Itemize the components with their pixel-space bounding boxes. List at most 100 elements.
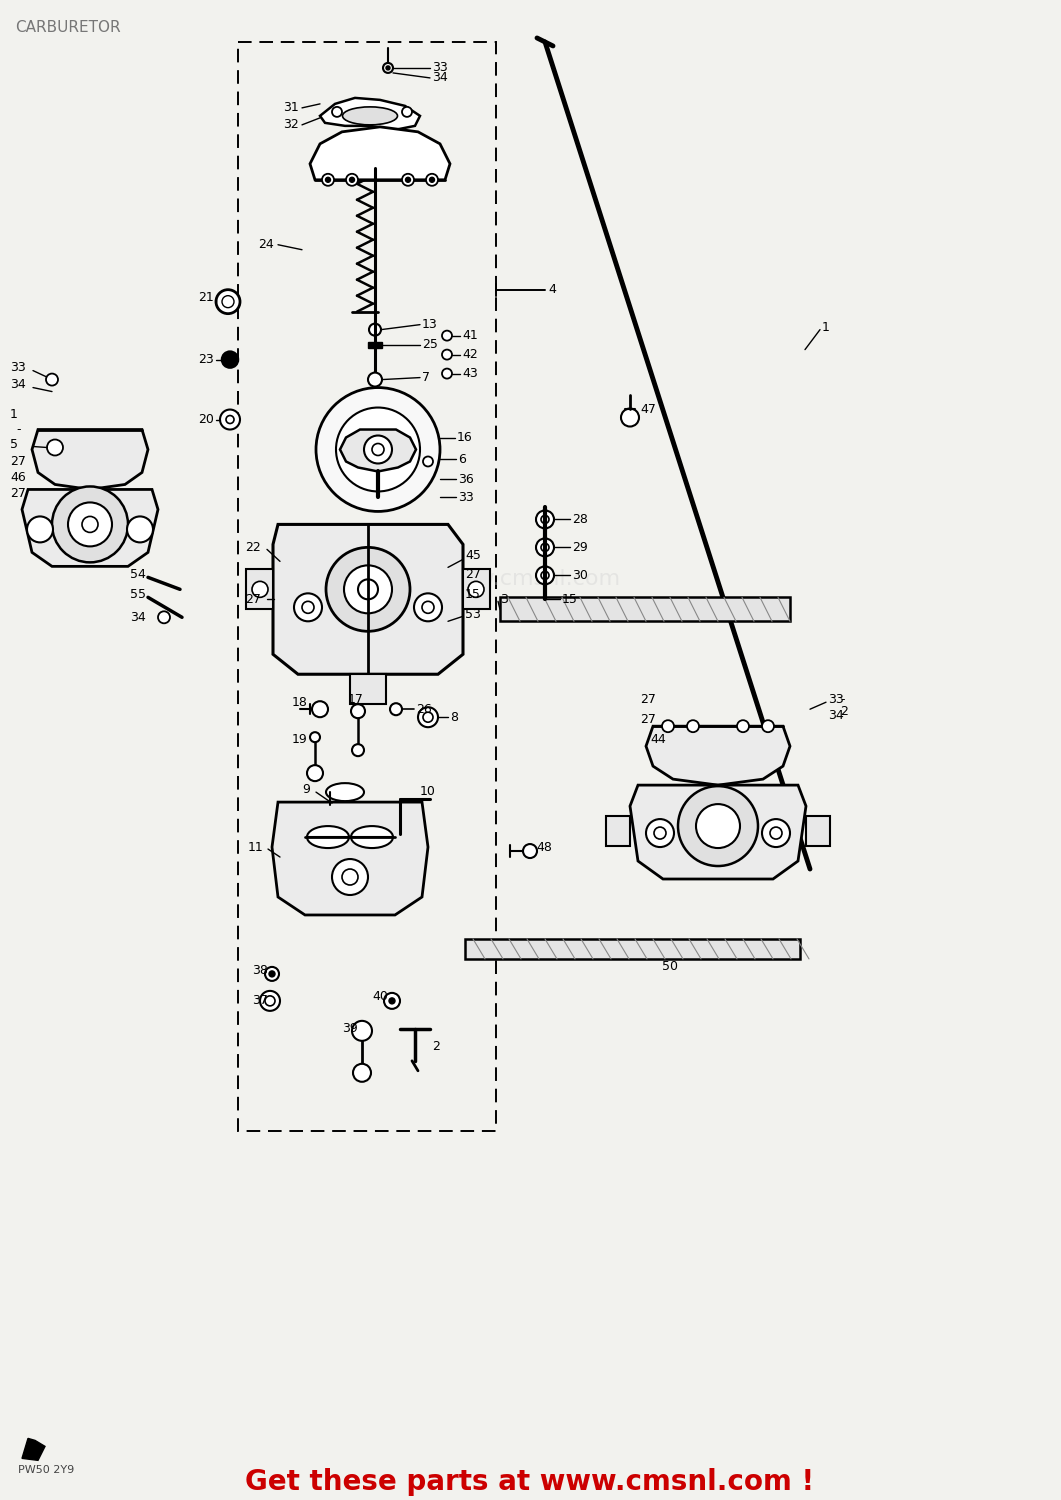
Ellipse shape	[307, 827, 349, 848]
Circle shape	[265, 968, 279, 981]
Text: 16: 16	[457, 430, 473, 444]
Text: 30: 30	[572, 568, 588, 582]
Ellipse shape	[351, 827, 393, 848]
Circle shape	[326, 548, 410, 632]
Text: 41: 41	[462, 328, 477, 342]
Circle shape	[662, 720, 674, 732]
Circle shape	[302, 602, 314, 613]
Circle shape	[423, 456, 433, 466]
Text: 26: 26	[416, 702, 432, 715]
Circle shape	[536, 538, 554, 556]
Polygon shape	[340, 429, 416, 471]
Text: 10: 10	[420, 784, 436, 798]
Polygon shape	[320, 98, 420, 130]
Text: 36: 36	[458, 472, 474, 486]
Circle shape	[216, 290, 240, 314]
Text: 4: 4	[547, 284, 556, 296]
Text: 48: 48	[536, 840, 552, 854]
Polygon shape	[806, 816, 830, 846]
Circle shape	[762, 720, 775, 732]
Polygon shape	[272, 802, 428, 915]
Text: 34: 34	[432, 72, 448, 84]
Circle shape	[384, 993, 400, 1010]
Text: CARBURETOR: CARBURETOR	[15, 20, 121, 34]
Text: 11: 11	[248, 840, 264, 854]
Circle shape	[770, 827, 782, 839]
Text: 17: 17	[348, 693, 364, 705]
Text: Get these parts at www.cmsnl.com !: Get these parts at www.cmsnl.com !	[245, 1468, 815, 1497]
Circle shape	[342, 868, 358, 885]
Circle shape	[536, 510, 554, 528]
Circle shape	[336, 408, 420, 492]
Text: 32: 32	[283, 118, 299, 132]
Circle shape	[220, 410, 240, 429]
Polygon shape	[630, 784, 806, 879]
Circle shape	[541, 543, 549, 552]
Polygon shape	[500, 597, 790, 621]
Text: 33: 33	[10, 362, 25, 374]
Text: 27: 27	[640, 693, 656, 705]
Circle shape	[269, 970, 275, 976]
Circle shape	[46, 374, 58, 386]
Circle shape	[265, 996, 275, 1006]
Text: 34: 34	[10, 378, 25, 392]
Text: 39: 39	[342, 1023, 358, 1035]
Circle shape	[226, 416, 234, 423]
Circle shape	[82, 516, 98, 532]
Circle shape	[364, 435, 392, 463]
Circle shape	[332, 859, 368, 895]
Text: 8: 8	[450, 711, 458, 723]
Circle shape	[646, 819, 674, 848]
Text: 29: 29	[572, 542, 588, 554]
Circle shape	[423, 712, 433, 722]
Circle shape	[389, 998, 395, 1004]
Circle shape	[52, 486, 128, 562]
Text: 55: 55	[131, 588, 146, 602]
Text: 27: 27	[640, 712, 656, 726]
Circle shape	[414, 594, 442, 621]
Circle shape	[427, 174, 438, 186]
Circle shape	[352, 1022, 372, 1041]
Text: 27: 27	[245, 592, 261, 606]
Text: 34: 34	[828, 708, 843, 722]
Text: 2: 2	[840, 705, 848, 717]
Circle shape	[358, 579, 378, 600]
Text: 25: 25	[422, 338, 438, 351]
Text: 33: 33	[828, 693, 843, 705]
Text: 27: 27	[465, 568, 481, 580]
Circle shape	[536, 567, 554, 585]
Text: 45: 45	[465, 549, 481, 562]
Text: 53: 53	[465, 608, 481, 621]
Circle shape	[312, 700, 328, 717]
Circle shape	[27, 516, 53, 543]
Text: 33: 33	[432, 62, 448, 75]
Text: 38: 38	[253, 964, 267, 978]
Circle shape	[762, 819, 790, 848]
Circle shape	[418, 706, 438, 728]
Circle shape	[346, 174, 358, 186]
Text: 22: 22	[245, 542, 261, 554]
Circle shape	[351, 704, 365, 718]
Text: 42: 42	[462, 348, 477, 361]
Circle shape	[621, 408, 639, 426]
Text: 19: 19	[292, 732, 308, 746]
Ellipse shape	[343, 106, 398, 124]
Circle shape	[390, 704, 402, 716]
Polygon shape	[32, 429, 147, 489]
Circle shape	[405, 177, 411, 183]
Circle shape	[68, 503, 112, 546]
Circle shape	[47, 440, 63, 456]
Circle shape	[253, 582, 268, 597]
Polygon shape	[246, 570, 273, 609]
Text: 54: 54	[131, 568, 145, 580]
Circle shape	[678, 786, 758, 865]
Circle shape	[353, 1064, 371, 1082]
Text: 43: 43	[462, 368, 477, 380]
Circle shape	[654, 827, 666, 839]
Circle shape	[541, 516, 549, 524]
Polygon shape	[273, 525, 463, 674]
Text: 44: 44	[650, 732, 665, 746]
Circle shape	[696, 804, 740, 847]
Text: PW50 2Y9: PW50 2Y9	[18, 1466, 74, 1476]
Text: 15: 15	[465, 588, 481, 602]
